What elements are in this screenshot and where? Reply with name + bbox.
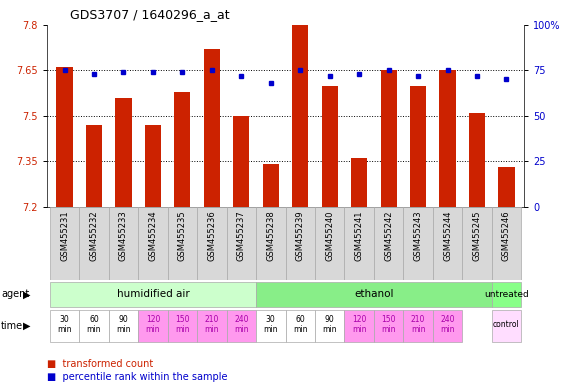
Text: untreated: untreated	[484, 290, 529, 299]
Bar	[403, 207, 433, 280]
Text: GSM455232: GSM455232	[90, 210, 98, 261]
Bar	[197, 207, 227, 280]
Bar	[410, 86, 426, 207]
Bar	[263, 164, 279, 207]
Bar	[79, 207, 108, 280]
Bar	[492, 282, 521, 307]
Text: GSM455240: GSM455240	[325, 210, 334, 261]
Text: 30
min: 30 min	[264, 314, 278, 334]
Text: 90
min: 90 min	[323, 314, 337, 334]
Bar	[227, 310, 256, 342]
Text: ■  transformed count: ■ transformed count	[47, 359, 153, 369]
Text: 60
min: 60 min	[87, 314, 101, 334]
Bar	[145, 125, 161, 207]
Text: ethanol: ethanol	[354, 289, 393, 300]
Bar	[204, 49, 220, 207]
Bar	[433, 310, 463, 342]
Bar	[79, 310, 108, 342]
Bar	[374, 207, 403, 280]
Bar	[86, 125, 102, 207]
Bar	[440, 70, 456, 207]
Bar	[174, 91, 191, 207]
Bar	[315, 207, 344, 280]
Text: 150
min: 150 min	[175, 314, 190, 334]
Text: GSM455241: GSM455241	[355, 210, 364, 261]
Bar	[315, 310, 344, 342]
Text: ▶: ▶	[23, 289, 30, 300]
Bar	[50, 282, 256, 307]
Bar	[292, 25, 308, 207]
Text: ▶: ▶	[23, 321, 30, 331]
Bar	[344, 207, 374, 280]
Bar	[344, 310, 374, 342]
Bar	[115, 98, 131, 207]
Bar	[233, 116, 250, 207]
Bar	[256, 310, 286, 342]
Text: GSM455239: GSM455239	[296, 210, 305, 261]
Text: humidified air: humidified air	[116, 289, 189, 300]
Text: GSM455246: GSM455246	[502, 210, 511, 261]
Bar	[256, 207, 286, 280]
Bar	[374, 310, 403, 342]
Text: 60
min: 60 min	[293, 314, 307, 334]
Text: 150
min: 150 min	[381, 314, 396, 334]
Bar	[168, 207, 197, 280]
Bar	[492, 310, 521, 342]
Text: 120
min: 120 min	[352, 314, 367, 334]
Text: GSM455231: GSM455231	[60, 210, 69, 261]
Text: GSM455234: GSM455234	[148, 210, 158, 261]
Bar	[50, 310, 79, 342]
Bar	[469, 113, 485, 207]
Text: 120
min: 120 min	[146, 314, 160, 334]
Bar	[50, 207, 79, 280]
Bar	[197, 310, 227, 342]
Text: GSM455238: GSM455238	[266, 210, 275, 261]
Text: GSM455244: GSM455244	[443, 210, 452, 261]
Bar	[108, 310, 138, 342]
Bar	[403, 310, 433, 342]
Text: GSM455233: GSM455233	[119, 210, 128, 261]
Text: GDS3707 / 1640296_a_at: GDS3707 / 1640296_a_at	[70, 8, 230, 21]
Text: 30
min: 30 min	[57, 314, 72, 334]
Bar	[463, 207, 492, 280]
Text: GSM455235: GSM455235	[178, 210, 187, 261]
Bar	[351, 158, 367, 207]
Bar	[492, 207, 521, 280]
Bar	[138, 310, 168, 342]
Text: GSM455245: GSM455245	[473, 210, 481, 261]
Bar	[498, 167, 514, 207]
Bar	[433, 207, 463, 280]
Bar	[227, 207, 256, 280]
Text: GSM455243: GSM455243	[413, 210, 423, 261]
Text: GSM455237: GSM455237	[237, 210, 246, 261]
Bar	[57, 67, 73, 207]
Bar	[286, 207, 315, 280]
Bar	[380, 70, 397, 207]
Text: 210
min: 210 min	[411, 314, 425, 334]
Text: GSM455236: GSM455236	[207, 210, 216, 261]
Text: 240
min: 240 min	[440, 314, 455, 334]
Text: 240
min: 240 min	[234, 314, 248, 334]
Text: time: time	[1, 321, 23, 331]
Text: GSM455242: GSM455242	[384, 210, 393, 261]
Text: control: control	[493, 320, 520, 329]
Text: ■  percentile rank within the sample: ■ percentile rank within the sample	[47, 372, 227, 382]
Text: 90
min: 90 min	[116, 314, 131, 334]
Bar	[138, 207, 168, 280]
Bar	[108, 207, 138, 280]
Bar	[168, 310, 197, 342]
Bar	[256, 282, 492, 307]
Text: agent: agent	[1, 289, 29, 300]
Bar	[286, 310, 315, 342]
Bar	[321, 86, 338, 207]
Text: 210
min: 210 min	[204, 314, 219, 334]
